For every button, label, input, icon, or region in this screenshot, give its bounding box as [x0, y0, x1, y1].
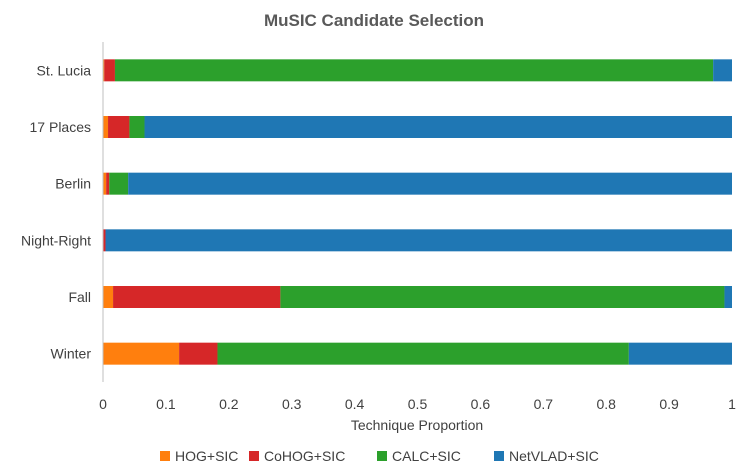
bar-netvlad-sic-st-lucia — [713, 59, 732, 82]
bar-hog-sic-berlin — [103, 172, 107, 195]
x-tick-label: 0 — [99, 396, 107, 412]
x-tick-label: 0.9 — [659, 396, 679, 412]
x-tick-label: 0.8 — [596, 396, 616, 412]
bar-cohog-sic-17-places — [108, 116, 130, 138]
x-tick-label: 0.1 — [156, 396, 176, 412]
legend-label: HOG+SIC — [175, 448, 238, 464]
x-tick-label: 0.6 — [471, 396, 491, 412]
y-tick-label: 17 Places — [30, 119, 91, 135]
bar-cohog-sic-winter — [179, 342, 218, 365]
bar-hog-sic-fall — [103, 286, 114, 308]
bar-calc-sic-fall — [280, 286, 725, 308]
legend-item: NetVLAD+SIC — [494, 448, 599, 464]
legend-swatch — [494, 451, 504, 461]
bar-netvlad-sic-night-right — [105, 229, 733, 252]
legend: HOG+SIC CoHOG+SIC CALC+SIC NetVLAD+SIC — [160, 448, 599, 464]
y-tick-label: St. Lucia — [37, 62, 92, 78]
legend-swatch — [249, 451, 259, 461]
x-tick-labels: 0 0.1 0.2 0.3 0.4 0.5 0.6 0.7 0.8 0.9 1 — [99, 396, 736, 412]
bar-hog-sic-st-lucia — [103, 59, 105, 82]
bar-netvlad-sic-fall — [724, 286, 732, 308]
bar-cohog-sic-berlin — [106, 172, 110, 195]
x-tick-label: 0.2 — [219, 396, 239, 412]
bars-group — [103, 59, 733, 365]
chart-title: MuSIC Candidate Selection — [264, 11, 484, 30]
y-tick-label: Winter — [51, 346, 92, 362]
bar-cohog-sic-night-right — [103, 229, 106, 252]
bar-hog-sic-17-places — [103, 116, 109, 138]
legend-item: CALC+SIC — [377, 448, 461, 464]
x-axis-title: Technique Proportion — [351, 417, 483, 433]
bar-calc-sic-st-lucia — [114, 59, 714, 82]
y-tick-label: Berlin — [55, 176, 91, 192]
y-tick-label: Night-Right — [21, 232, 91, 248]
bar-netvlad-sic-17-places — [144, 116, 732, 138]
legend-label: NetVLAD+SIC — [509, 448, 599, 464]
legend-label: CoHOG+SIC — [264, 448, 345, 464]
legend-swatch — [160, 451, 170, 461]
bar-netvlad-sic-berlin — [128, 172, 732, 195]
x-tick-label: 0.7 — [534, 396, 554, 412]
bar-cohog-sic-fall — [113, 286, 281, 308]
x-tick-label: 0.3 — [282, 396, 302, 412]
legend-item: HOG+SIC — [160, 448, 238, 464]
x-tick-label: 0.4 — [345, 396, 365, 412]
bar-hog-sic-winter — [103, 342, 180, 365]
y-tick-label: Fall — [68, 289, 91, 305]
bar-cohog-sic-st-lucia — [104, 59, 115, 82]
x-tick-label: 1 — [728, 396, 736, 412]
bar-calc-sic-winter — [217, 342, 629, 365]
bar-calc-sic-berlin — [109, 172, 129, 195]
legend-label: CALC+SIC — [392, 448, 461, 464]
legend-swatch — [377, 451, 387, 461]
legend-item: CoHOG+SIC — [249, 448, 345, 464]
y-category-labels: St. Lucia 17 Places Berlin Night-Right Fall W… — [21, 62, 91, 361]
bar-netvlad-sic-winter — [628, 342, 732, 365]
bar-calc-sic-17-places — [129, 116, 145, 138]
x-tick-label: 0.5 — [408, 396, 428, 412]
